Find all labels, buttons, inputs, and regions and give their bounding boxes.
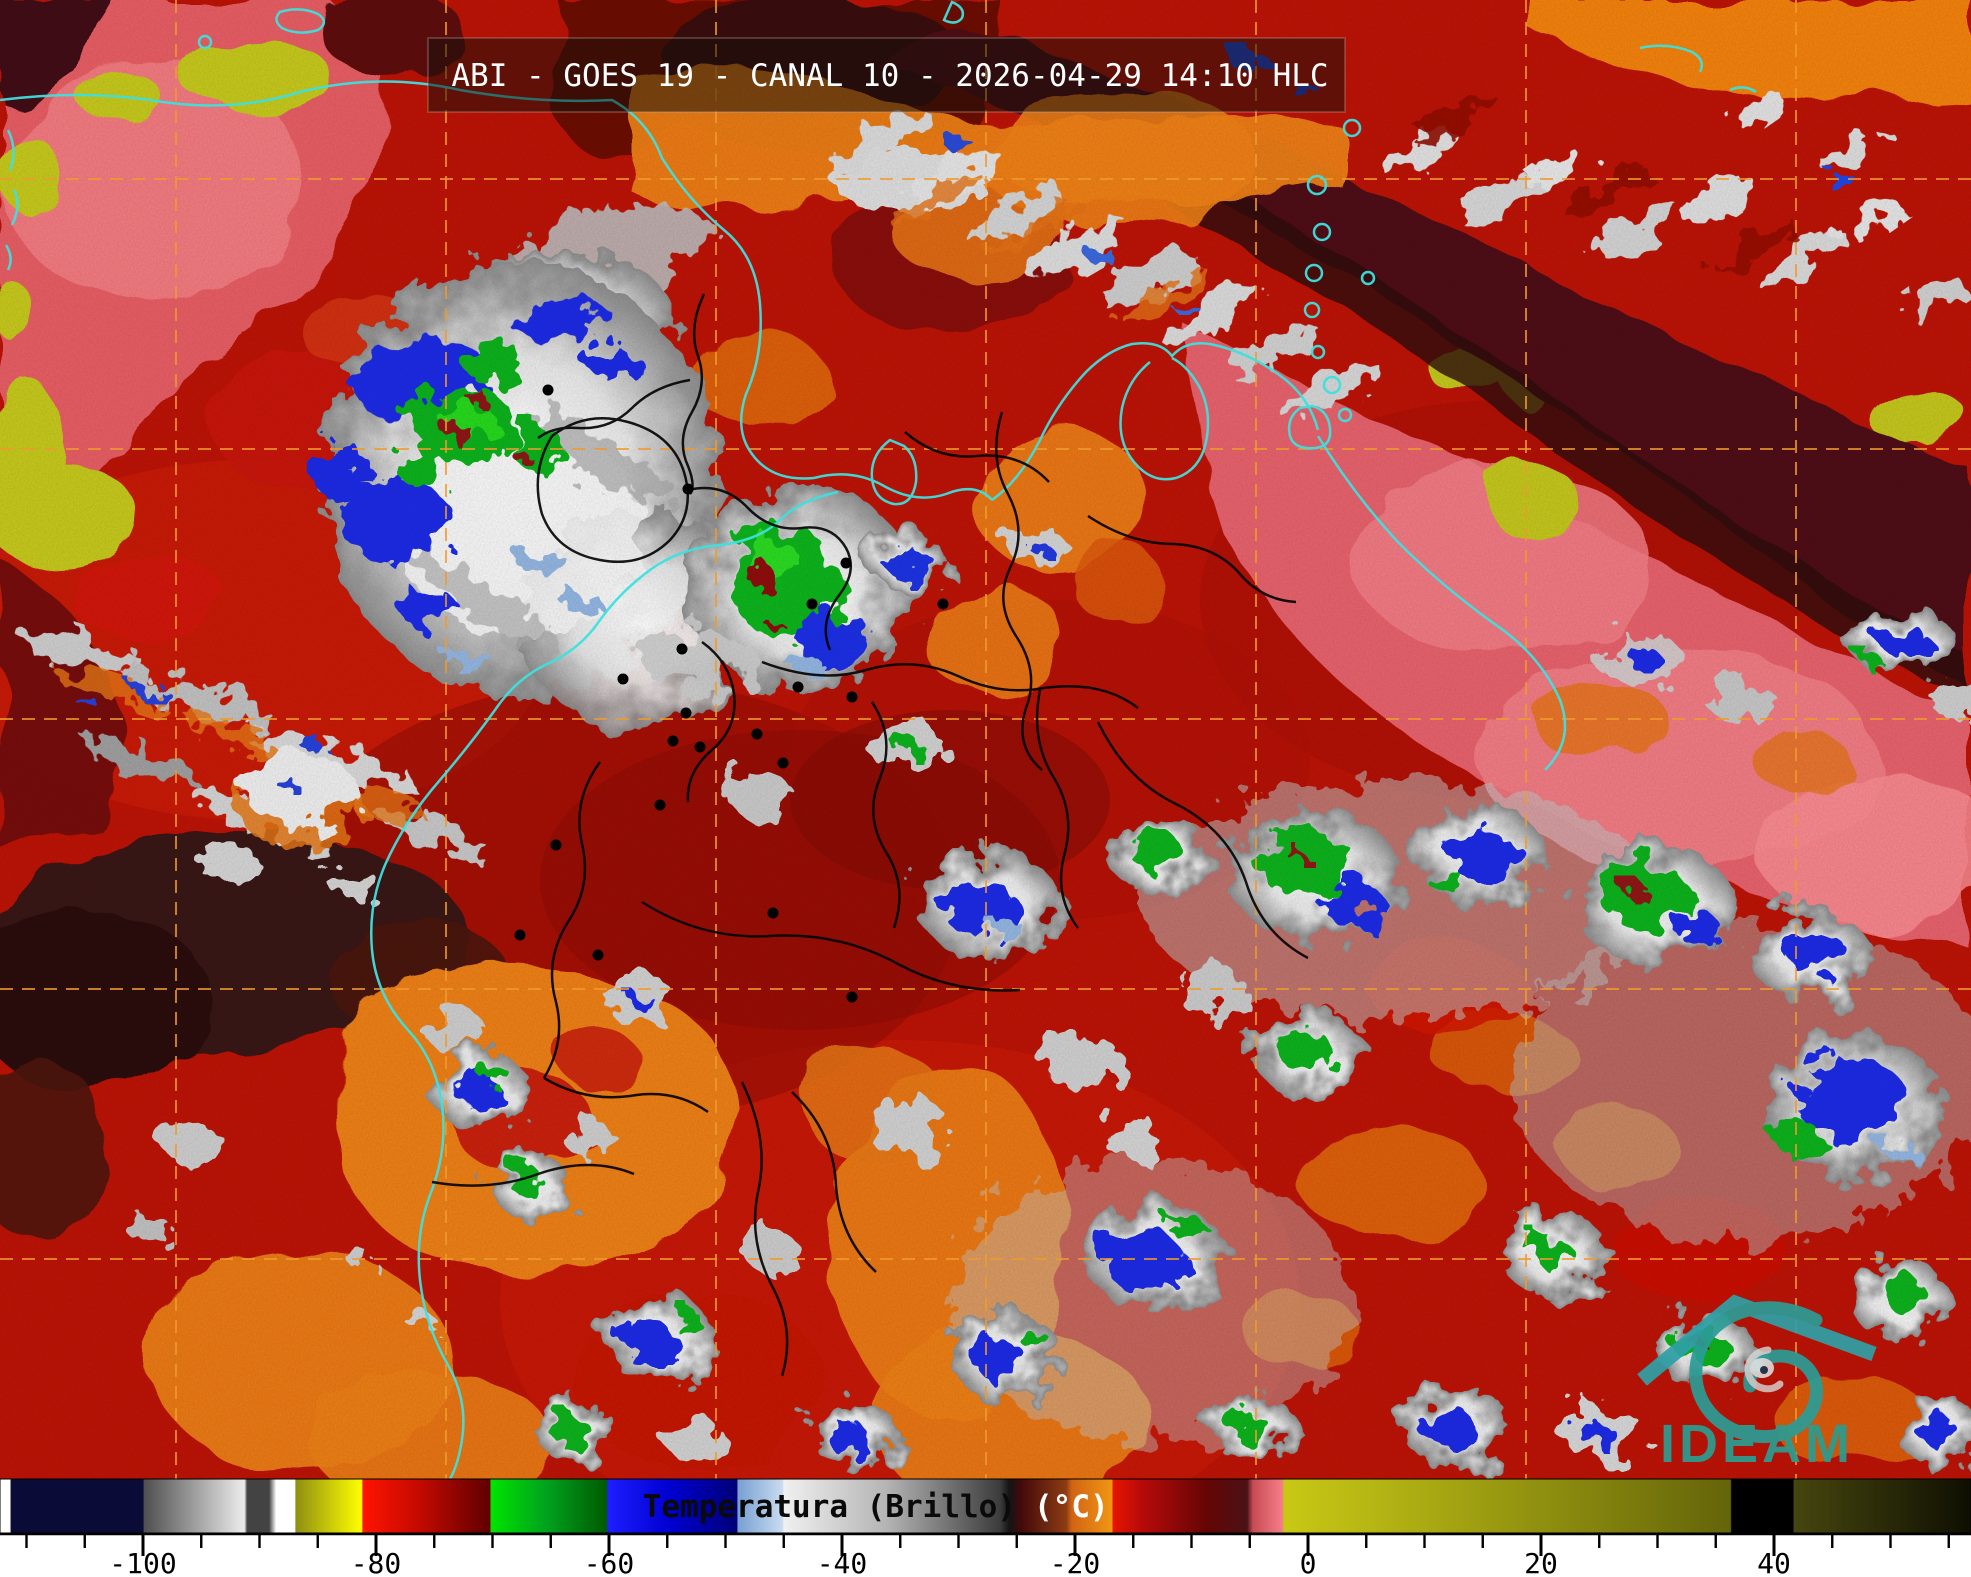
colorbar-ticks: -100 -80 -60 -40 -20 0 20 40 — [25, 1534, 1950, 1577]
title-bar-background — [427, 37, 1346, 113]
tick-label: 20 — [1524, 1547, 1558, 1577]
tick-label: 0 — [1300, 1547, 1317, 1577]
title-text: ABI - GOES 19 - CANAL 10 - 2026-04-29 14… — [451, 58, 1328, 94]
coastline-overlay — [0, 0, 1757, 1479]
city-markers — [514, 384, 949, 1003]
colorbar-gradient — [0, 1478, 1971, 1534]
tick-label: -20 — [1050, 1547, 1101, 1577]
gridlines — [0, 0, 1971, 1479]
tick-label: 40 — [1757, 1547, 1791, 1577]
tick-label: -60 — [584, 1547, 635, 1577]
hurricane-eye-icon — [1637, 1294, 1877, 1444]
colorbar-axis-background — [0, 1533, 1971, 1577]
colorbar: -100 -80 -60 -40 -20 0 20 40 Temperatura (Brill… — [0, 1478, 1971, 1577]
tick-label: -100 — [109, 1547, 176, 1577]
logo-text: IDEAM — [1660, 1414, 1854, 1474]
colorbar-label-unit: (°C) — [1034, 1489, 1109, 1525]
tick-label: -40 — [817, 1547, 868, 1577]
tick-label: -80 — [351, 1547, 402, 1577]
colorbar-label-dark: Temperatura (Brillo) — [643, 1489, 1016, 1525]
political-borders — [431, 293, 1309, 1377]
ideam-logo: IDEAM — [1637, 1294, 1877, 1474]
title-bar: ABI - GOES 19 - CANAL 10 - 2026-04-29 14… — [427, 37, 1346, 113]
